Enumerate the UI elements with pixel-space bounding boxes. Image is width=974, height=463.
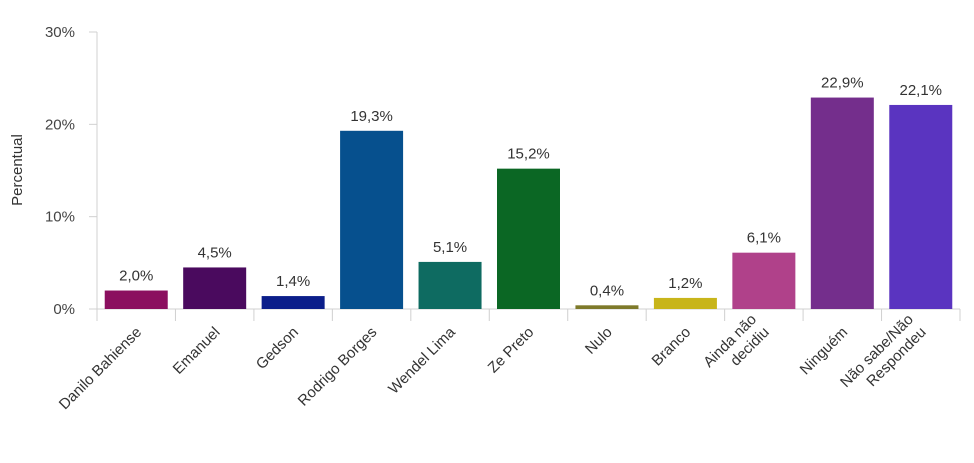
bar-value-label: 1,4%: [276, 273, 310, 290]
bar: [183, 267, 247, 309]
y-tick-label: 20%: [45, 116, 75, 133]
bar-value-label: 1,2%: [668, 275, 702, 292]
bar-value-label: 5,1%: [433, 239, 467, 256]
bar-value-label: 4,5%: [198, 244, 232, 261]
y-tick-label: 30%: [45, 24, 75, 41]
bars: 2,0% 4,5% 1,4% 19,3% 5,1% 15,2% 0,4% 1,2% 6,1% 22…: [104, 75, 953, 310]
x-category-label: Gedson: [253, 324, 302, 373]
bar-value-label: 22,9%: [821, 75, 864, 92]
bar-value-label: 0,4%: [590, 282, 624, 299]
x-category-label-line: Danilo Bahiense: [56, 324, 145, 413]
bar: [575, 305, 639, 309]
y-tick-label: 10%: [45, 209, 75, 226]
x-category-label-line: Wendel Lima: [385, 323, 459, 397]
x-category-label-line: Emanuel: [170, 324, 224, 378]
bar: [418, 261, 482, 309]
bar: [889, 104, 953, 310]
x-category-label: Emanuel: [170, 324, 224, 378]
x-category-label: Ze Preto: [485, 324, 538, 377]
x-category-label: Wendel Lima: [385, 323, 459, 397]
bar-value-label: 22,1%: [899, 82, 942, 99]
x-category-label-line: Ze Preto: [485, 324, 538, 377]
y-axis-ticks: 0% 10% 20% 30%: [45, 24, 97, 318]
bar-value-label: 2,0%: [119, 268, 153, 285]
x-category-label-line: Ninguém: [797, 324, 851, 378]
bar-value-label: 19,3%: [350, 108, 393, 125]
x-category-label: Não sabe/NãoRespondeu: [837, 311, 930, 404]
x-category-label-line: Rodrigo Borges: [295, 324, 381, 410]
bar-value-label: 15,2%: [507, 146, 550, 163]
x-category-label: Ninguém: [797, 324, 851, 378]
bar: [104, 290, 168, 309]
bar-value-label: 6,1%: [747, 230, 781, 247]
bar: [497, 168, 560, 309]
x-category-label-line: Nulo: [582, 324, 616, 358]
x-category-label: Danilo Bahiense: [56, 324, 145, 413]
x-category-label: Branco: [649, 324, 695, 370]
y-axis-title: Percentual: [9, 134, 26, 206]
bar: [261, 296, 325, 309]
x-category-label-line: Gedson: [253, 324, 302, 373]
y-tick-label: 0%: [53, 301, 75, 318]
x-category-label: Rodrigo Borges: [295, 324, 381, 410]
bar: [653, 297, 717, 309]
bar: [732, 252, 796, 309]
x-category-label: Ainda nãodecidiu: [700, 311, 773, 384]
x-category-label: Nulo: [582, 324, 616, 358]
bar: [340, 130, 404, 309]
x-category-label-line: Branco: [649, 324, 695, 370]
bar: [810, 97, 874, 309]
